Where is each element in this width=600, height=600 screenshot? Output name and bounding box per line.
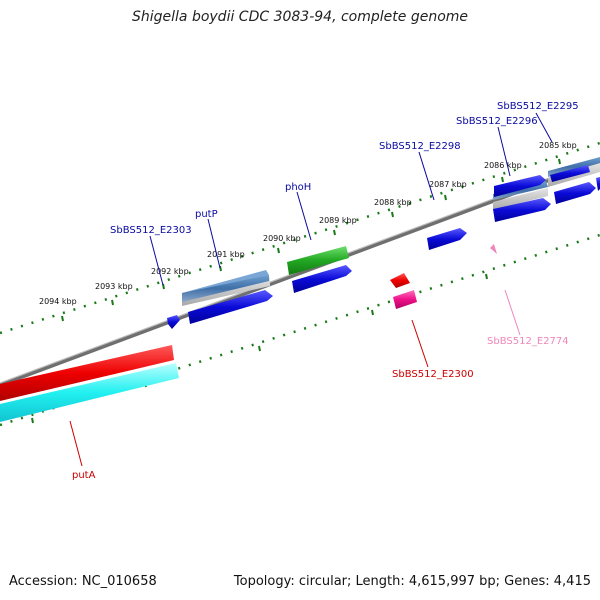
label-leaders [69, 112, 553, 467]
gene-label-sbbs512-e2303: SbBS512_E2303 [110, 225, 192, 236]
map-title: Shigella boydii CDC 3083-94, complete ge… [131, 9, 469, 25]
gene-label-sbbs512-e2774: SbBS512_E2774 [487, 336, 569, 347]
tick-label-2091: 2091 kbp [207, 250, 245, 259]
gene-puta-arrow [0, 345, 174, 401]
tick-label-2087: 2087 kbp [429, 180, 467, 189]
gene-puta-shadow [0, 363, 179, 422]
gene-label-putp: putP [195, 209, 218, 220]
gene-label-sbbs512-e2298: SbBS512_E2298 [379, 141, 461, 152]
tick-label-2094: 2094 kbp [39, 297, 77, 306]
tick-label-2085: 2085 kbp [539, 141, 577, 150]
tick-label-2090: 2090 kbp [263, 234, 301, 243]
gene-label-sbbs512-e2296: SbBS512_E2296 [456, 116, 538, 127]
tick-label-2093: 2093 kbp [95, 282, 133, 291]
genome-summary-text: Topology: circular; Length: 4,615,997 bp… [233, 574, 591, 589]
gene-label-puta: putA [72, 470, 96, 481]
accession-text: Accession: NC_010658 [9, 574, 157, 589]
gene-sbbs512-e2774-arrow [490, 244, 497, 254]
tick-label-2092: 2092 kbp [151, 267, 189, 276]
forward-genes [167, 165, 600, 329]
gene-sbbs512-e2300-shadow [393, 290, 417, 309]
tick-label-2088: 2088 kbp [374, 198, 412, 207]
gene-label-sbbs512-e2300: SbBS512_E2300 [392, 369, 474, 380]
tick-label-2089: 2089 kbp [319, 216, 357, 225]
tick-label-2086: 2086 kbp [484, 161, 522, 170]
gene-label-phoh: phoH [285, 182, 311, 193]
gene-sbbs512-e2300-arrow [390, 273, 410, 288]
gene-phoh-arrow [287, 246, 349, 275]
gene-label-sbbs512-e2295: SbBS512_E2295 [497, 101, 579, 112]
